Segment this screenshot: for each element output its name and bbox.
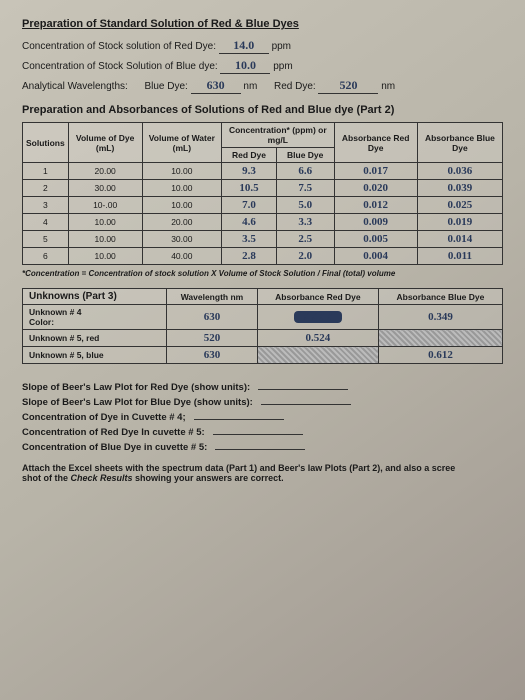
blue-stock-value: 10.0 <box>220 58 270 74</box>
bottom-line2: shot of the Check Results showing your a… <box>22 473 503 483</box>
ppm-label: ppm <box>272 41 291 52</box>
col-volwater: Volume of Water (mL) <box>142 123 222 163</box>
part3-header: Unknowns (Part 3) Wavelength nm Absorban… <box>23 289 503 305</box>
col-absred: Absorbance Red Dye <box>334 123 417 163</box>
q3-text: Concentration of Dye in Cuvette # 4; <box>22 412 186 423</box>
col-conc: Concentration* (ppm) or mg/L <box>222 123 334 148</box>
part2-table: Solutions Volume of Dye (mL) Volume of W… <box>22 122 503 265</box>
wavelengths-line: Analytical Wavelengths: Blue Dye: 630 nm… <box>22 78 503 94</box>
table-row: Unknown # 5, red 5200.524 <box>23 330 503 347</box>
bottom-instructions: Attach the Excel sheets with the spectru… <box>22 463 503 483</box>
part3-table: Unknowns (Part 3) Wavelength nm Absorban… <box>22 288 503 364</box>
q5-blank <box>215 449 305 450</box>
q4-text: Concentration of Red Dye In cuvette # 5: <box>22 427 205 438</box>
red-dye-wl: 520 <box>318 78 378 94</box>
col-solutions: Solutions <box>23 123 69 163</box>
main-title: Preparation of Standard Solution of Red … <box>22 18 503 30</box>
blue-stock-label: Concentration of Stock Solution of Blue … <box>22 61 218 72</box>
part2-title: Preparation and Absorbances of Solutions… <box>22 104 503 116</box>
bottom-line1: Attach the Excel sheets with the spectru… <box>22 463 503 473</box>
q5-text: Concentration of Blue Dye in cuvette # 5… <box>22 442 207 453</box>
col-voldye: Volume of Dye (mL) <box>68 123 142 163</box>
q2: Slope of Beer's Law Plot for Blue Dye (s… <box>22 397 503 408</box>
table-row: Unknown # 5, blue 630 0.612 <box>23 347 503 364</box>
nm-2: nm <box>381 81 395 92</box>
table-row: 230.0010.00 10.57.5 0.0200.039 <box>23 180 503 197</box>
red-stock-line: Concentration of Stock solution of Red D… <box>22 38 503 54</box>
red-stock-label: Concentration of Stock solution of Red D… <box>22 41 216 52</box>
q1-blank <box>258 389 348 390</box>
table-row: 610.0040.00 2.82.0 0.0040.011 <box>23 248 503 265</box>
q2-text: Slope of Beer's Law Plot for Blue Dye (s… <box>22 397 253 408</box>
table-row: Unknown # 4 Color: 630XXXX0.349 <box>23 305 503 330</box>
q3: Concentration of Dye in Cuvette # 4; <box>22 412 503 423</box>
ppm-label-2: ppm <box>273 61 292 72</box>
wavelengths-label: Analytical Wavelengths: <box>22 81 128 92</box>
table-row: 310-.0010.00 7.05.0 0.0120.025 <box>23 197 503 214</box>
conc-footnote: *Concentration = Concentration of stock … <box>22 269 503 278</box>
col-absblue: Absorbance Blue Dye <box>417 123 502 163</box>
q3-blank <box>194 419 284 420</box>
q4-blank <box>213 434 303 435</box>
red-stock-value: 14.0 <box>219 38 269 54</box>
q2-blank <box>261 404 351 405</box>
table-header-row: Solutions Volume of Dye (mL) Volume of W… <box>23 123 503 148</box>
col-blue: Blue Dye <box>276 148 334 163</box>
blue-dye-wl: 630 <box>191 78 241 94</box>
table-row: 410.0020.00 4.63.3 0.0090.019 <box>23 214 503 231</box>
q1-text: Slope of Beer's Law Plot for Red Dye (sh… <box>22 382 250 393</box>
col-p3-absblue: Absorbance Blue Dye <box>378 289 502 305</box>
blue-stock-line: Concentration of Stock Solution of Blue … <box>22 58 503 74</box>
nm-1: nm <box>243 81 257 92</box>
q4: Concentration of Red Dye In cuvette # 5: <box>22 427 503 438</box>
red-dye-label: Red Dye: <box>274 81 316 92</box>
col-red: Red Dye <box>222 148 277 163</box>
q1: Slope of Beer's Law Plot for Red Dye (sh… <box>22 382 503 393</box>
blue-dye-label: Blue Dye: <box>144 81 187 92</box>
q5: Concentration of Blue Dye in cuvette # 5… <box>22 442 503 453</box>
col-p3-absred: Absorbance Red Dye <box>257 289 378 305</box>
col-wavelength: Wavelength nm <box>167 289 258 305</box>
questions-block: Slope of Beer's Law Plot for Red Dye (sh… <box>22 382 503 453</box>
col-unknowns: Unknowns (Part 3) <box>23 289 167 305</box>
table-row: 120.0010.00 9.36.6 0.0170.036 <box>23 163 503 180</box>
table-row: 510.0030.00 3.52.5 0.0050.014 <box>23 231 503 248</box>
